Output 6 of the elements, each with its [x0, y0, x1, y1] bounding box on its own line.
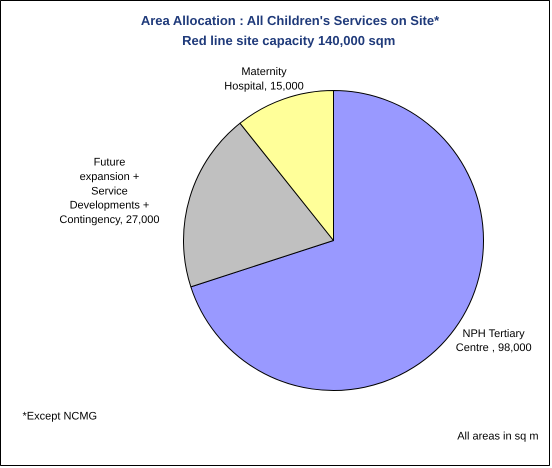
slice-label: NPH Tertiary Centre , 98,000	[456, 328, 532, 354]
chart-title: Area Allocation : All Children's Services on Site* Red line site capacity 140,000 sqm	[140, 13, 440, 48]
text: All areas in sq m	[457, 430, 539, 442]
slice-label: Maternity Hospital, 15,000	[224, 66, 304, 92]
text: *Except NCMG	[22, 410, 98, 422]
slice-label: Future expansion + Service Developments + Contingency, 27,000	[59, 156, 160, 226]
